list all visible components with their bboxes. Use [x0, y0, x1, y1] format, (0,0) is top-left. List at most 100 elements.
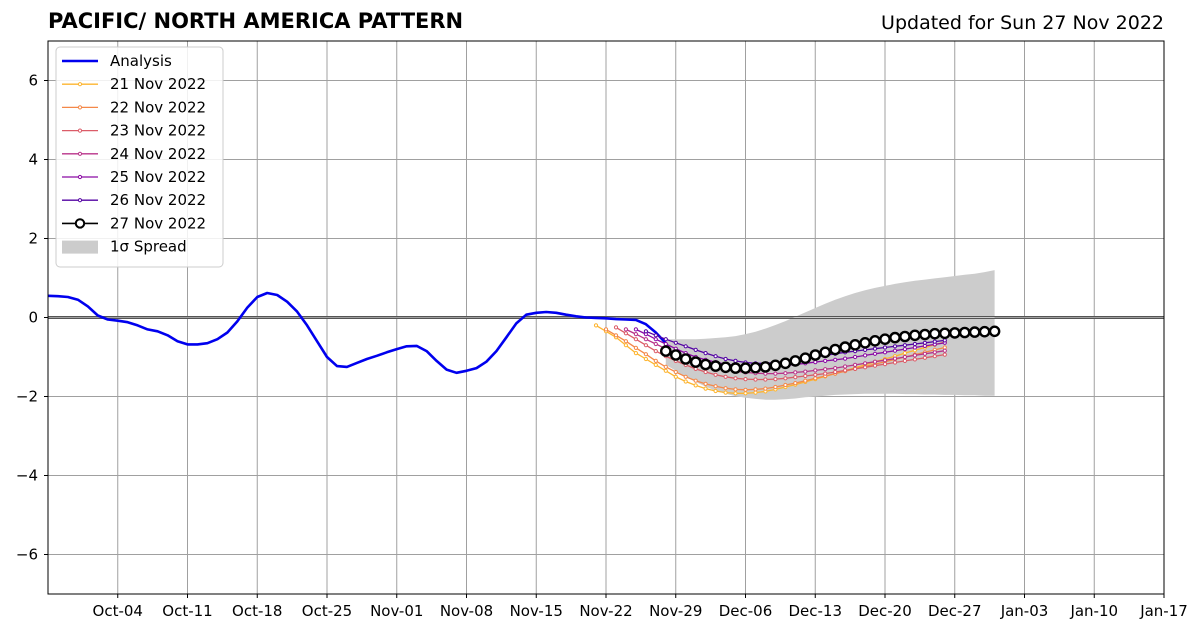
x-tick-label: Nov-29 [649, 602, 702, 620]
legend-marker [77, 82, 83, 87]
forecast-point [823, 371, 828, 376]
forecast-point [643, 343, 649, 348]
forecast-point [823, 367, 828, 372]
forecast-point [919, 328, 931, 341]
forecast-point [833, 366, 838, 371]
forecast-point [872, 359, 878, 364]
forecast-point [872, 351, 878, 356]
forecast-point [623, 339, 629, 344]
forecast-point [613, 333, 619, 338]
forecast-point [829, 343, 842, 356]
forecast-point [759, 361, 772, 373]
forecast-point [892, 356, 898, 361]
forecast-point [912, 345, 918, 350]
forecast-point [743, 387, 748, 392]
forecast-point [912, 353, 918, 358]
legend-marker [77, 128, 83, 133]
forecast-point [660, 345, 672, 357]
y-tick-label: −2 [16, 388, 38, 406]
forecast-point [733, 391, 738, 396]
legend-item: 22 Nov 2022 [62, 98, 206, 116]
forecast-point [988, 325, 1001, 338]
forecast-point [733, 358, 738, 363]
legend-marker [77, 198, 83, 203]
forecast-point [743, 391, 748, 396]
x-tick-label: Jan-17 [1139, 602, 1188, 620]
forecast-point [729, 362, 742, 374]
x-tick-label: Dec-06 [719, 602, 773, 620]
forecast-point [653, 349, 658, 354]
forecast-point [753, 387, 758, 392]
forecast-point [693, 378, 698, 383]
forecast-point [633, 327, 639, 332]
forecast-point [769, 359, 782, 372]
x-tick-label: Nov-22 [579, 602, 632, 620]
forecast-point [693, 347, 698, 352]
forecast-point [843, 364, 848, 369]
forecast-point [703, 381, 708, 386]
forecast-point [902, 347, 908, 352]
forecast-point [713, 384, 718, 389]
forecast-point [743, 377, 748, 382]
x-tick-label: Dec-20 [858, 602, 912, 620]
forecast-point [863, 353, 868, 358]
forecast-point [773, 384, 778, 390]
forecast-6 [660, 325, 1001, 374]
chart-title: PACIFIC/ NORTH AMERICA PATTERN [48, 9, 464, 33]
forecast-line [615, 326, 945, 381]
legend-label: 24 Nov 2022 [110, 145, 206, 163]
legend-item: Analysis [62, 52, 172, 70]
forecast-point [723, 390, 728, 395]
forecast-point [709, 360, 722, 372]
forecast-point [613, 325, 619, 330]
forecast-point [803, 369, 808, 374]
legend-item: 24 Nov 2022 [62, 145, 206, 163]
forecast-point [932, 354, 937, 359]
forecast-point [683, 379, 688, 384]
forecast-point [942, 352, 947, 357]
forecast-point [683, 374, 688, 379]
forecast-point [929, 327, 941, 340]
forecast-point [813, 372, 818, 377]
legend-box [55, 46, 224, 268]
forecast-point [823, 358, 828, 363]
legend-label: 21 Nov 2022 [110, 75, 206, 93]
legend-item: 23 Nov 2022 [62, 122, 206, 140]
forecast-point [949, 327, 961, 339]
x-tick-label: Oct-04 [93, 602, 143, 620]
forecast-point [699, 358, 712, 371]
forecast-point [643, 329, 649, 334]
forecast-point [663, 368, 668, 373]
legend: Analysis 21 Nov 2022 22 Nov 2022 23 Nov 202… [55, 46, 224, 268]
forecast-point [653, 362, 658, 367]
forecast-point [623, 331, 629, 336]
axes: Oct-04 Oct-11 Oct-18 Oct-25 Nov-01 Nov-08 Nov-… [16, 40, 1188, 620]
forecast-point [909, 329, 921, 342]
forecast-point [633, 345, 639, 350]
analysis-series [47, 291, 667, 375]
y-tick-label: 2 [28, 230, 38, 248]
forecast-point [733, 387, 738, 392]
forecast-point [663, 337, 668, 342]
forecast-point [892, 344, 898, 349]
forecast-point [859, 336, 871, 349]
forecast-point [942, 338, 947, 343]
forecast-point [593, 323, 599, 328]
forecast-point [833, 357, 838, 362]
forecast-point [843, 356, 848, 361]
forecast-point [813, 368, 818, 373]
forecast-point [713, 388, 718, 394]
forecast-point [932, 339, 937, 344]
forecast-point [733, 376, 738, 381]
forecast-point [793, 370, 798, 375]
forecast-point [799, 352, 812, 365]
legend-item: 26 Nov 2022 [62, 191, 206, 209]
forecast-point [843, 368, 848, 373]
forecast-point [879, 333, 891, 346]
forecast-point [912, 357, 918, 362]
x-tick-label: Oct-11 [162, 602, 212, 620]
forecast-point [673, 369, 678, 375]
forecast-point [749, 361, 762, 374]
forecast-point [899, 330, 911, 343]
forecast-point [912, 341, 918, 347]
